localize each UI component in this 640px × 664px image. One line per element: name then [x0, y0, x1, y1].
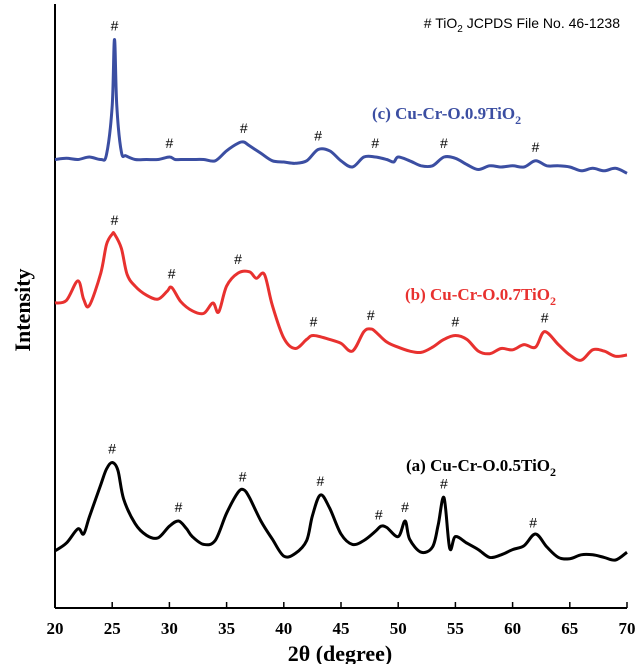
x-tick-label: 45 — [333, 619, 350, 638]
x-tick-label: 50 — [390, 619, 407, 638]
peak-marker: # — [401, 499, 409, 515]
x-tick-label: 20 — [47, 619, 64, 638]
x-tick-label: 25 — [104, 619, 121, 638]
x-tick-label: 70 — [619, 619, 636, 638]
peak-marker: # — [239, 468, 247, 484]
peak-marker: # — [440, 476, 448, 492]
peak-marker: # — [166, 135, 174, 151]
series-label-c: (c) Cu-Cr-O.0.9TiO2 — [372, 104, 521, 127]
peak-marker: # — [111, 212, 119, 228]
peak-marker: # — [175, 499, 183, 515]
peak-marker: # — [240, 120, 248, 136]
series-line-c — [54, 38, 628, 175]
peak-marker: # — [529, 514, 537, 530]
series-curves — [54, 38, 628, 562]
series-line-b — [54, 231, 628, 362]
x-tick-label: 40 — [275, 619, 292, 638]
y-axis-title: Intensity — [10, 268, 35, 351]
x-tick-label: 60 — [504, 619, 521, 638]
peak-marker: # — [310, 314, 318, 330]
x-tick-label: 55 — [447, 619, 464, 638]
x-ticks: 20 25 30 35 40 45 50 55 60 65 70 — [47, 602, 636, 638]
x-axis-title: 2θ (degree) — [288, 641, 393, 664]
x-tick-label: 30 — [161, 619, 178, 638]
peak-marker: # — [168, 265, 176, 281]
peak-marker: # — [440, 135, 448, 151]
peak-markers: # # # # # # # # # # # # # # # # # # # # # # — [108, 18, 548, 531]
peak-marker: # — [371, 135, 379, 151]
series-label-a: (a) Cu-Cr-O.0.5TiO2 — [406, 456, 556, 479]
peak-marker: # — [314, 128, 322, 144]
peak-marker: # — [367, 307, 375, 323]
peak-marker: # — [375, 506, 383, 522]
x-tick-label: 65 — [561, 619, 578, 638]
x-tick-label: 35 — [218, 619, 235, 638]
peak-marker: # — [234, 251, 242, 267]
peak-marker: # — [532, 139, 540, 155]
jcpds-note: # TiO2 JCPDS File No. 46-1238 — [424, 15, 620, 35]
peak-marker: # — [108, 441, 116, 457]
peak-marker: # — [541, 310, 549, 326]
peak-marker: # — [317, 473, 325, 489]
peak-marker: # — [111, 18, 119, 34]
series-line-a — [54, 461, 628, 562]
peak-marker: # — [452, 314, 460, 330]
series-label-b: (b) Cu-Cr-O.0.7TiO2 — [405, 285, 556, 308]
